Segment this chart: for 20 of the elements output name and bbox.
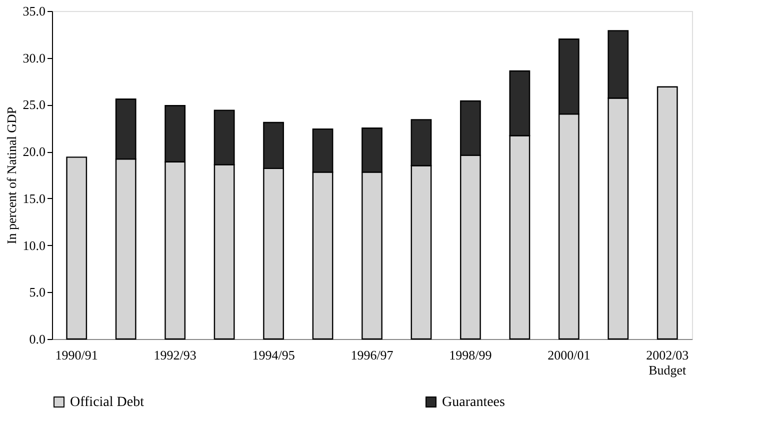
x-tick-label: 2000/01 [548,348,590,362]
y-tick-label: 15.0 [22,190,46,206]
x-tick-label: 1996/97 [350,348,394,362]
x-tick-label: 1992/93 [154,348,196,362]
y-tick-label: 30.0 [22,50,46,66]
y-tick-label: 5.0 [29,284,46,300]
y-tick-label: 20.0 [22,144,46,160]
x-tick-label: 1990/91 [55,348,98,362]
legend-label: Guarantees [442,395,505,410]
y-tick-label: 10.0 [22,238,46,253]
x-tick-label: 1998/99 [449,348,492,362]
y-tick-label: 0.0 [29,332,46,346]
x-tick-label: 2002/03 Budget [646,348,689,378]
legend-label: Official Debt [70,395,144,410]
bar [656,86,678,340]
y-axis-title: In percent of Natinal GDP [4,106,19,244]
y-tick-label: 25.0 [22,97,46,112]
bar [66,156,88,340]
x-tick-label: 1994/95 [252,348,295,362]
y-tick-label: 35.0 [22,4,46,18]
